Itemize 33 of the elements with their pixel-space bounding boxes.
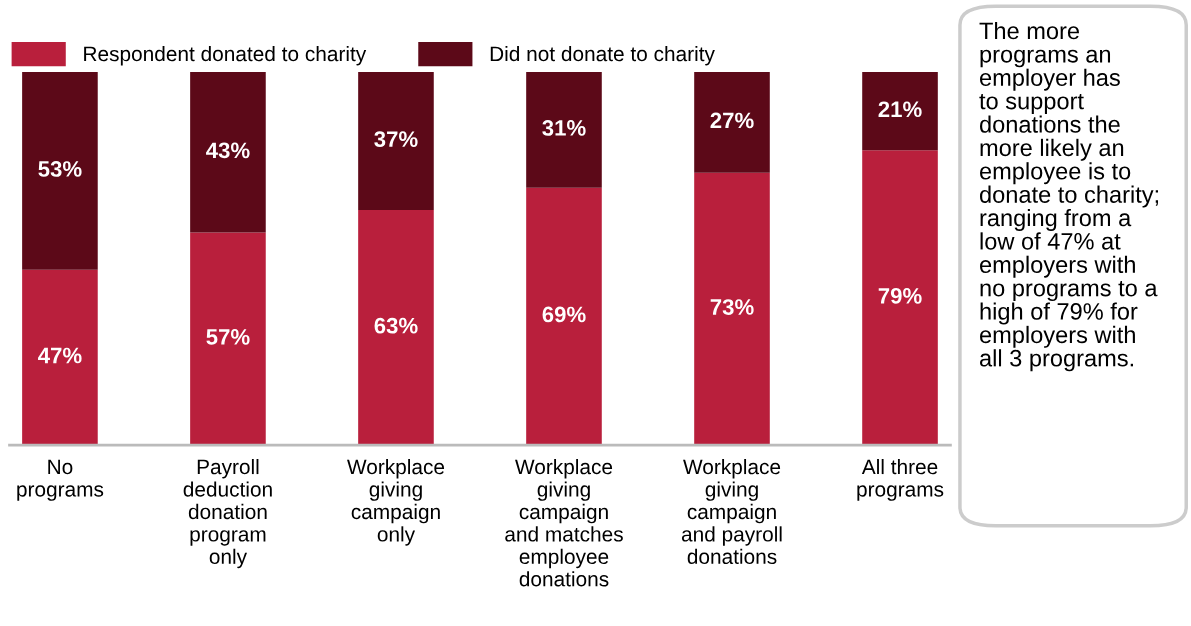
bar [22, 269, 98, 446]
data-label: 43% [206, 142, 250, 159]
data-label: 73% [710, 299, 754, 315]
x-tick-label: No programs [17, 459, 104, 501]
x-tick-label: Workplace giving campaign and payroll donations [681, 458, 782, 565]
bar [22, 71, 98, 270]
text: The more programs an employer has to support donations the more likely an employee is to donate to charity; ranging from a low of 47% at employers with no programs to a high of 79% for employers with all 3 programs. [979, 21, 1159, 372]
bar [190, 71, 266, 233]
bar [526, 187, 602, 446]
data-label: 21% [878, 101, 922, 118]
bar [862, 150, 938, 446]
bar [526, 71, 602, 188]
data-label: 57% [206, 329, 250, 345]
data-label: 63% [374, 317, 418, 334]
bar [862, 71, 938, 151]
legend-label: Did not donate to charity [490, 45, 715, 66]
bar [358, 71, 434, 211]
bar [358, 210, 434, 446]
data-label: 31% [542, 120, 586, 136]
data-label: 53% [38, 161, 82, 177]
data-label: 27% [710, 112, 754, 129]
bar [694, 172, 770, 446]
legend-label: Respondent donated to charity [84, 45, 367, 66]
data-label: 69% [542, 306, 586, 323]
data-label: 47% [38, 347, 82, 364]
data-label: 37% [374, 131, 418, 148]
x-tick-label: All three programs [857, 458, 944, 501]
x-tick-label: Workplace giving campaign and matches employee donations [505, 458, 623, 587]
data-label: 79% [878, 287, 922, 304]
bar [190, 232, 266, 446]
x-tick-label: Workplace giving campaign only [347, 458, 445, 546]
bar [694, 71, 770, 173]
x-tick-label: Payroll deduction donation program only [183, 458, 272, 569]
